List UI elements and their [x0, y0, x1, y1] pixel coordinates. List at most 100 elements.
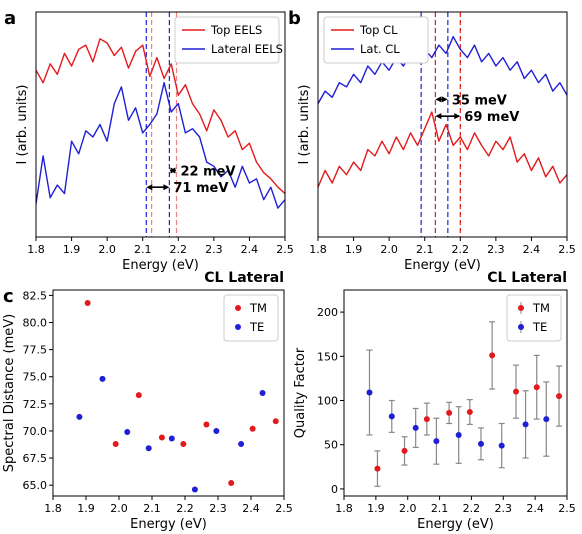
legend-swatch [518, 324, 524, 330]
legend-label: Top CL [359, 23, 398, 37]
data-point [112, 440, 119, 447]
legend: TM TE [223, 294, 279, 342]
x-tick-label: 2.5 [558, 502, 576, 515]
y-tick-label: 82.5 [23, 289, 48, 302]
x-tick-label: 1.9 [63, 243, 81, 256]
axes-frame [317, 11, 568, 238]
y-tick-label: 70.0 [23, 425, 48, 438]
data-point [213, 427, 220, 434]
arrow-head [435, 96, 442, 103]
x-tick-label: 2.0 [98, 243, 116, 256]
x-tick-label: 2.1 [143, 502, 161, 515]
data-point [228, 479, 235, 486]
data-point [135, 392, 142, 399]
x-tick-label: 2.1 [431, 502, 449, 515]
x-tick-label: 2.2 [170, 243, 188, 256]
y-axis-label: I (arb. units) [297, 85, 312, 165]
x-tick-label: 2.5 [558, 243, 576, 256]
x-tick-label: 2.0 [399, 502, 417, 515]
legend: Top EELS Lateral EELS [174, 16, 283, 64]
series-line-top-eels [36, 38, 285, 195]
x-tick-label: 1.9 [345, 243, 363, 256]
data-point [84, 300, 91, 307]
x-tick-label: 1.8 [27, 243, 45, 256]
arrow-head [170, 167, 177, 174]
legend-swatch [235, 324, 241, 330]
x-tick-label: 2.2 [452, 243, 470, 256]
y-axis-label: Quality Factor [293, 347, 308, 438]
legend-box [323, 16, 429, 64]
data-point [533, 384, 540, 391]
data-point [513, 388, 520, 395]
data-point [124, 429, 131, 436]
annotation-label: 35 meV [452, 93, 507, 108]
x-tick-label: 2.2 [176, 502, 194, 515]
data-point [543, 416, 550, 423]
data-point [145, 445, 152, 452]
data-point [423, 416, 430, 423]
data-point [455, 431, 462, 438]
x-tick-label: 2.3 [205, 243, 223, 256]
x-tick-label: 2.0 [110, 502, 128, 515]
legend-swatch [518, 305, 524, 311]
chart-title: CL Lateral [487, 270, 567, 286]
arrow-head [454, 113, 461, 120]
y-tick-label: 72.5 [23, 398, 48, 411]
x-axis-label: Energy (eV) [130, 517, 207, 532]
y-tick-label: 150 [317, 350, 338, 363]
x-tick-label: 2.5 [276, 243, 294, 256]
arrow-head [146, 184, 153, 191]
legend-label: TM [249, 301, 267, 315]
x-tick-label: 2.4 [523, 243, 541, 256]
data-point [76, 413, 83, 420]
data-point [433, 438, 440, 445]
plot-area [76, 300, 279, 493]
y-tick-label: 50 [324, 439, 338, 452]
panel-c: 1.8 1.9 2.0 2.1 2.2 2.3 2.4 2.5 65.0 67.5 70.0 72.5… [2, 270, 293, 532]
panel-d: 1.8 1.9 2.0 2.1 2.2 2.3 2.4 2.5 0 50 100 150 200 Ener… [293, 270, 576, 532]
axes-frame [35, 11, 286, 238]
arrow-head [163, 184, 170, 191]
panel-label: b [288, 8, 301, 29]
y-tick-label: 75.0 [23, 371, 48, 384]
x-tick-label: 1.9 [77, 502, 95, 515]
y-tick-label: 65.0 [23, 479, 48, 492]
data-point [259, 390, 266, 396]
data-point [412, 424, 419, 431]
y-tick-label: 0 [331, 483, 338, 496]
data-point [374, 465, 381, 472]
legend: Top CL Lat. CL [323, 16, 429, 64]
annotation-label: 22 meV [181, 164, 236, 179]
x-tick-label: 1.8 [309, 243, 327, 256]
data-point [180, 440, 187, 447]
y-tick-label: 67.5 [23, 452, 48, 465]
series-line-lat-cl [318, 36, 567, 104]
arrow-head [435, 113, 442, 120]
data-point [168, 435, 175, 442]
data-point [158, 434, 165, 441]
data-point [446, 409, 453, 416]
data-point [249, 425, 256, 432]
x-tick-label: 2.1 [134, 243, 152, 256]
series-line-top-cl [318, 111, 567, 188]
annotation-label: 69 meV [464, 110, 519, 125]
data-point [489, 352, 496, 359]
y-tick-label: 200 [317, 306, 338, 319]
data-point [238, 440, 245, 447]
x-tick-label: 2.1 [416, 243, 434, 256]
plot-area [36, 12, 285, 237]
data-point [401, 447, 408, 454]
x-tick-label: 2.0 [380, 243, 398, 256]
x-tick-label: 2.3 [495, 502, 513, 515]
legend-label: TM [532, 301, 550, 315]
x-tick-label: 2.3 [209, 502, 227, 515]
legend-swatch [235, 305, 241, 311]
legend: TM TE [506, 294, 562, 342]
annotation-label: 71 meV [173, 181, 228, 196]
legend-label: Lateral EELS [211, 42, 283, 56]
x-tick-label: 2.4 [526, 502, 544, 515]
y-tick-label: 100 [317, 395, 338, 408]
data-point [498, 442, 505, 449]
legend-label: TE [532, 320, 547, 334]
